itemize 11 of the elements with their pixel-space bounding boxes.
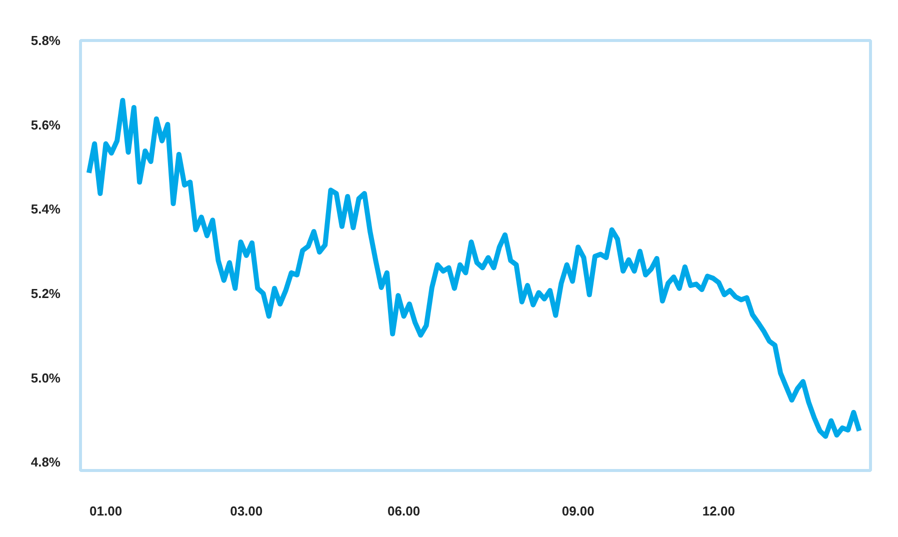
x-tick-label: 01.00: [90, 504, 122, 518]
y-tick-label: 4.8%: [30, 454, 61, 470]
y-tick-label: 5.8%: [30, 33, 61, 48]
x-tick-label: 03.00: [230, 504, 263, 518]
x-tick-label: 06.00: [388, 504, 420, 518]
x-tick-label: 12.00: [702, 504, 735, 518]
y-tick-label: 5.4%: [30, 202, 61, 217]
y-tick-label: 5.6%: [30, 117, 61, 132]
y-tick-label: 5.2%: [30, 286, 61, 301]
y-tick-label: 5.0%: [30, 370, 61, 386]
x-tick-label: 09.00: [562, 504, 594, 518]
